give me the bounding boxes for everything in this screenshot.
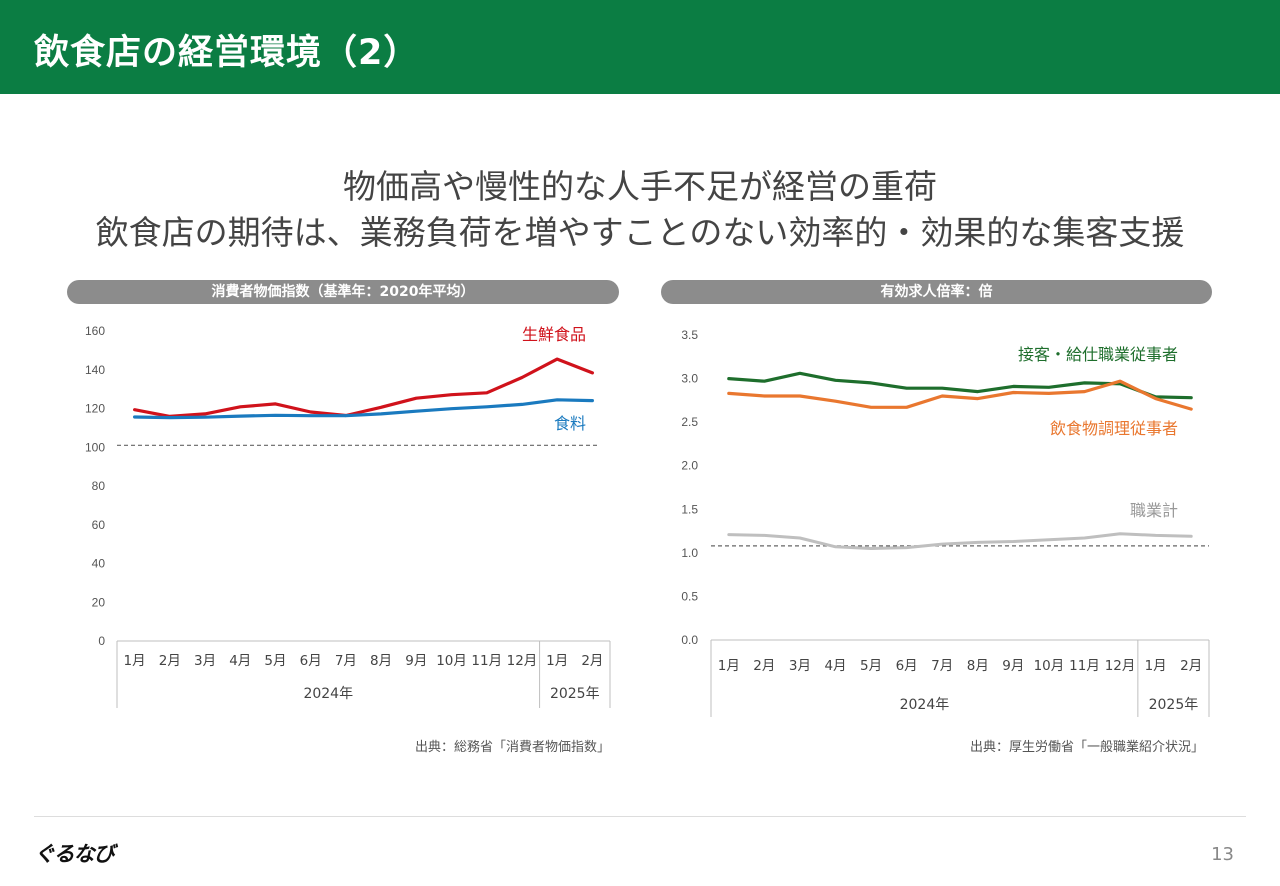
x-tick-label: 1月: [1145, 658, 1167, 674]
series-line: [727, 532, 1193, 550]
headline-line-2: 飲食店の期待は、業務負荷を増やすことのない効率的・効果的な集客支援: [95, 213, 1185, 252]
series-line: [727, 371, 1193, 400]
x-tick-label: 7月: [931, 658, 953, 674]
x-tick-label: 7月: [335, 653, 357, 669]
series-label: 接客・給仕職業従事者: [1018, 345, 1178, 364]
cpi-source-note: 出典：総務省「消費者物価指数」: [414, 740, 610, 755]
y-tick-label: 100: [85, 440, 105, 454]
headline-line-1: 物価高や慢性的な人手不足が経営の重荷: [343, 167, 937, 206]
x-tick-label: 2月: [753, 658, 775, 674]
y-tick-label: 140: [85, 363, 105, 377]
year-group-label: 2025年: [1149, 697, 1199, 713]
y-tick-label: 0.0: [681, 633, 698, 647]
series-line: [133, 398, 595, 420]
year-group-label: 2024年: [900, 697, 950, 713]
header-bar: 飲食店の経営環境（2）: [0, 0, 1280, 94]
y-tick-label: 0: [98, 634, 105, 648]
series-line: [133, 357, 595, 418]
x-tick-label: 4月: [824, 658, 846, 674]
x-tick-label: 9月: [405, 653, 427, 669]
y-tick-label: 120: [85, 402, 105, 416]
cpi-chart: 0 20 40 60 80 100 120 140 160 1月 2月 3月 4月 5月 6月 7月 8月 9月 1…: [85, 324, 611, 708]
x-tick-label: 1月: [124, 653, 146, 669]
page-number: 13: [1211, 844, 1234, 865]
cpi-chart-title: 消費者物価指数（基準年：2020年平均）: [67, 280, 619, 304]
x-tick-label: 10月: [436, 653, 467, 669]
x-tick-label: 12月: [507, 653, 538, 669]
x-tick-label: 8月: [370, 653, 392, 669]
y-tick-label: 2.0: [681, 459, 698, 473]
gurunavi-logo: ぐるなび: [34, 842, 115, 866]
y-tick-label: 0.5: [681, 589, 698, 603]
x-tick-label: 4月: [229, 653, 251, 669]
x-tick-label: 5月: [264, 653, 286, 669]
x-tick-label: 1月: [718, 658, 740, 674]
series-label: 職業計: [1130, 501, 1178, 520]
x-tick-label: 1月: [546, 653, 568, 669]
x-tick-label: 11月: [471, 653, 502, 669]
job-ratio-source-note: 出典：厚生労働省「一般職業紹介状況」: [969, 740, 1204, 755]
x-tick-label: 11月: [1069, 658, 1100, 674]
x-tick-label: 2月: [1180, 658, 1202, 674]
x-tick-label: 2月: [581, 653, 603, 669]
year-group-label: 2024年: [303, 686, 353, 702]
y-tick-label: 160: [85, 324, 105, 338]
y-tick-label: 3.0: [681, 372, 698, 386]
y-tick-label: 20: [92, 595, 106, 609]
y-tick-label: 80: [92, 479, 106, 493]
x-tick-label: 8月: [967, 658, 989, 674]
x-tick-label: 3月: [194, 653, 216, 669]
job-ratio-chart: 0.0 0.5 1.0 1.5 2.0 2.5 3.0 3.5 1月 2月 3月 4月 5月 6月 7月 8月…: [681, 328, 1210, 717]
x-tick-label: 10月: [1034, 658, 1065, 674]
x-tick-label: 6月: [300, 653, 322, 669]
series-label: 食料: [554, 414, 586, 433]
y-tick-label: 3.5: [681, 328, 698, 342]
y-tick-label: 40: [92, 557, 106, 571]
series-label: 生鮮食品: [522, 325, 586, 344]
year-group-label: 2025年: [550, 686, 600, 702]
x-tick-label: 2月: [159, 653, 181, 669]
job-ratio-chart-title: 有効求人倍率：倍: [661, 280, 1212, 304]
x-tick-label: 3月: [789, 658, 811, 674]
series-label: 飲食物調理従事者: [1050, 419, 1178, 438]
x-tick-label: 9月: [1002, 658, 1024, 674]
x-tick-label: 12月: [1105, 658, 1136, 674]
page-title: 飲食店の経営環境（2）: [34, 33, 420, 73]
y-tick-label: 2.5: [681, 415, 698, 429]
y-tick-label: 1.0: [681, 546, 698, 560]
footer-divider: [34, 816, 1246, 817]
series-line: [727, 379, 1193, 411]
x-tick-label: 6月: [896, 658, 918, 674]
x-tick-label: 5月: [860, 658, 882, 674]
y-tick-label: 60: [92, 518, 106, 532]
y-tick-label: 1.5: [681, 502, 698, 516]
